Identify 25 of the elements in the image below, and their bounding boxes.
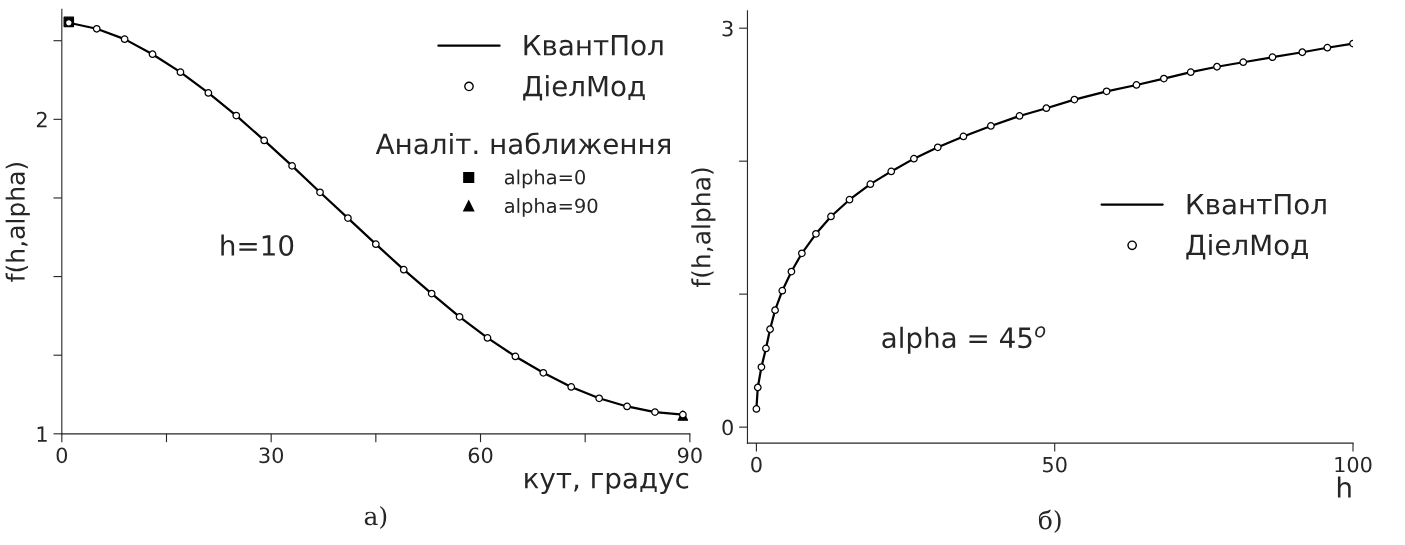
x-axis-title: h <box>1337 476 1351 498</box>
annotation: h=10 <box>221 234 294 256</box>
x-tick-label: 50 <box>1043 456 1067 473</box>
x-tick-label: 90 <box>677 447 702 464</box>
text: б) <box>1038 509 1061 533</box>
text: а) <box>364 505 387 529</box>
legend-label: alpha=0 <box>504 169 585 189</box>
x-tick-label: 30 <box>259 447 284 464</box>
legend-label: alpha=90 <box>504 198 598 217</box>
y-axis-title: f(h,alpha) <box>5 162 30 282</box>
x-tick-label: 60 <box>468 447 493 464</box>
legend-label: КвантПол <box>524 35 663 56</box>
x-tick-label: 0 <box>56 447 68 464</box>
legend-label: ДіелМод <box>1186 233 1308 260</box>
y-axis-title: f(h,alpha) <box>691 168 716 288</box>
legend-title: Аналіт. наближення <box>375 132 670 155</box>
legend-label: ДіелМод <box>523 75 645 101</box>
x-tick-label: 0 <box>751 456 762 473</box>
y-tick-label: 3 <box>722 20 733 37</box>
legend-label: КвантПол <box>1187 194 1326 215</box>
x-axis-title: кут, градус <box>525 472 689 495</box>
x-tick-label: 100 <box>1335 456 1372 473</box>
y-tick-label: 2 <box>36 111 47 128</box>
y-tick-label: 1 <box>37 426 47 442</box>
annotation: alpha = 45$^{o}$ <box>882 326 1046 354</box>
